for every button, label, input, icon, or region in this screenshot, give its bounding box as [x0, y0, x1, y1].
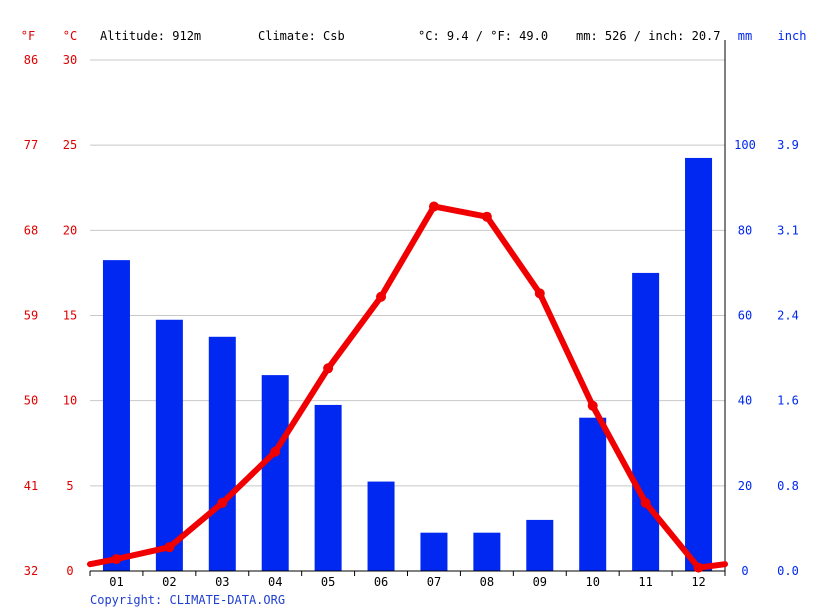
temperature-point	[217, 497, 228, 508]
y-tick-fahrenheit: 41	[24, 479, 38, 493]
precipitation-bar	[632, 272, 660, 571]
right-axis-labels: 0 0.0 20 0.8 40 1.6 60 2.4 80 3.1 100 3.9	[734, 138, 799, 578]
left-axis-labels: 0 32 5 41 10 50 15 59 20 68 25 77 30 86	[24, 53, 77, 578]
temperature-point	[270, 446, 281, 457]
unit-fahrenheit-label: °F	[21, 29, 35, 43]
y-tick-celsius: 15	[63, 309, 77, 323]
y-tick-fahrenheit: 59	[24, 309, 38, 323]
unit-celsius-label: °C	[63, 29, 77, 43]
unit-mm-label: mm	[738, 29, 752, 43]
y-tick-fahrenheit: 86	[24, 53, 38, 67]
x-tick-label: 08	[480, 575, 494, 589]
precipitation-bars	[102, 157, 713, 572]
precipitation-bar	[314, 404, 342, 571]
y-tick-fahrenheit: 32	[24, 564, 38, 578]
y-tick-mm: 20	[738, 479, 752, 493]
x-tick-label: 10	[585, 575, 599, 589]
y-tick-inch: 0.0	[777, 564, 799, 578]
y-tick-celsius: 20	[63, 223, 77, 237]
y-tick-inch: 3.9	[777, 138, 799, 152]
y-tick-celsius: 0	[66, 564, 73, 578]
y-tick-celsius: 10	[63, 394, 77, 408]
x-tick-label: 09	[533, 575, 547, 589]
y-tick-mm: 0	[741, 564, 748, 578]
y-tick-celsius: 30	[63, 53, 77, 67]
y-tick-mm: 40	[738, 394, 752, 408]
temperature-point	[534, 288, 545, 299]
precipitation-bar	[420, 532, 448, 571]
x-tick-label: 04	[268, 575, 282, 589]
y-tick-inch: 1.6	[777, 394, 799, 408]
x-tick-label: 05	[321, 575, 335, 589]
unit-inch-label: inch	[778, 29, 807, 43]
precipitation-bar	[579, 417, 607, 571]
y-tick-celsius: 25	[63, 138, 77, 152]
y-tick-mm: 100	[734, 138, 756, 152]
x-tick-label: 03	[215, 575, 229, 589]
precipitation-bar	[526, 519, 554, 571]
y-tick-mm: 80	[738, 223, 752, 237]
gridlines	[90, 59, 725, 487]
precipitation-bar	[367, 481, 395, 571]
temperature-point	[481, 211, 492, 222]
climate-label: Climate: Csb	[258, 29, 345, 43]
precipitation-bar	[102, 260, 130, 571]
precipitation-bar	[685, 157, 713, 572]
temperature-line	[87, 201, 728, 573]
average-temperature-label: °C: 9.4 / °F: 49.0	[418, 29, 548, 43]
y-tick-fahrenheit: 77	[24, 138, 38, 152]
precipitation-bar	[208, 336, 236, 571]
temperature-point	[640, 497, 651, 508]
y-tick-fahrenheit: 50	[24, 394, 38, 408]
x-axis-ticks: 01 02 03 04 05 06 07 08 09 10 11 12	[89, 571, 726, 589]
y-tick-inch: 3.1	[777, 223, 799, 237]
annual-precipitation-label: mm: 526 / inch: 20.7	[576, 29, 721, 43]
y-tick-fahrenheit: 68	[24, 223, 38, 237]
y-tick-mm: 60	[738, 309, 752, 323]
x-tick-label: 07	[427, 575, 441, 589]
y-tick-celsius: 5	[66, 479, 73, 493]
y-tick-inch: 0.8	[777, 479, 799, 493]
precipitation-bar	[473, 532, 501, 571]
precipitation-bar	[155, 319, 183, 571]
copyright-link[interactable]: Copyright: CLIMATE-DATA.ORG	[90, 593, 285, 607]
y-tick-inch: 2.4	[777, 309, 799, 323]
x-tick-label: 11	[638, 575, 652, 589]
temperature-point	[323, 363, 334, 374]
temperature-point	[587, 400, 598, 411]
x-tick-label: 02	[162, 575, 176, 589]
temperature-point	[164, 542, 175, 553]
temperature-point	[693, 562, 704, 573]
temperature-point	[376, 291, 387, 302]
temperature-series-line	[87, 203, 728, 571]
temperature-point	[111, 554, 122, 565]
temperature-point	[428, 201, 439, 212]
altitude-label: Altitude: 912m	[100, 29, 201, 43]
x-tick-label: 06	[374, 575, 388, 589]
x-tick-label: 01	[109, 575, 123, 589]
precipitation-bar	[261, 375, 289, 571]
x-tick-label: 12	[691, 575, 705, 589]
